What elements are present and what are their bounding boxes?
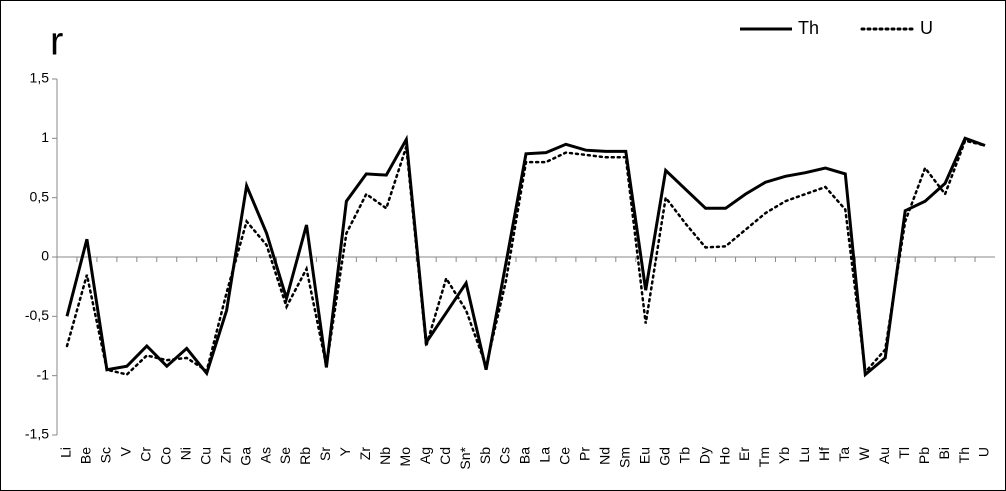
x-tick-label: Tm — [756, 447, 772, 467]
x-tick-label: Cs — [497, 447, 513, 464]
x-tick-label: Ag — [417, 447, 433, 464]
x-tick-label: Zr — [357, 447, 373, 461]
x-tick-label: Au — [876, 447, 892, 464]
y-tick-label: -0,5 — [25, 307, 49, 323]
x-tick-label: Ta — [836, 447, 852, 462]
x-tick-label: Sb — [477, 447, 493, 464]
y-tick-label: 0 — [41, 248, 49, 264]
x-tick-label: Zn — [217, 447, 233, 463]
y-tick-label: -1,5 — [25, 426, 49, 442]
x-tick-label: Yb — [776, 447, 792, 464]
y-tick-label: 0,5 — [30, 188, 50, 204]
x-tick-label: Tl — [896, 447, 912, 459]
line-series — [65, 134, 986, 378]
x-tick-label: Th — [956, 447, 972, 463]
chart-title: r — [50, 20, 63, 64]
x-tick-label: Ga — [237, 447, 253, 466]
x-tick-label: Ho — [716, 447, 732, 465]
x-tick-label: Sc — [98, 447, 114, 463]
x-tick-label: Sn* — [457, 446, 473, 469]
x-tick-label: Cu — [197, 447, 213, 465]
x-tick-label: Dy — [696, 447, 712, 464]
x-tick-label: Y — [337, 446, 353, 456]
y-tick-label: -1 — [37, 366, 50, 382]
x-tick-label: W — [856, 446, 872, 460]
x-tick-label: Nb — [377, 447, 393, 465]
x-tick-label: Pr — [577, 447, 593, 461]
x-tick-label: Pb — [916, 447, 932, 464]
x-tick-label: Co — [157, 447, 173, 465]
x-tick-label: Cd — [437, 447, 453, 465]
legend-label: Th — [798, 18, 819, 38]
y-tick-label: 1,5 — [30, 70, 50, 86]
x-tick-label: Mo — [397, 447, 413, 467]
x-tick-label: U — [976, 447, 992, 457]
x-tick-label: Eu — [636, 447, 652, 464]
x-tick-label: Bi — [936, 447, 952, 459]
x-tick-label: Lu — [796, 447, 812, 463]
x-tick-label: Be — [78, 447, 94, 464]
x-tick-label: Cr — [138, 447, 154, 462]
x-tick-label: Li — [58, 447, 74, 458]
x-tick-label: Nd — [597, 447, 613, 465]
x-tick-label: Rb — [297, 447, 313, 465]
x-tick-label: Se — [277, 447, 293, 464]
x-tick-label: Ba — [517, 447, 533, 464]
x-tick-label: Hf — [816, 447, 832, 461]
x-tick-label: Sm — [616, 447, 632, 468]
x-tick-label: Ce — [557, 447, 573, 465]
x-tick-label: Sr — [317, 447, 333, 461]
line-series — [65, 139, 987, 376]
x-tick-label: Gd — [656, 447, 672, 466]
x-tick-label: Tb — [676, 447, 692, 464]
y-tick-label: 1 — [41, 129, 49, 145]
x-tick-label: Ni — [177, 447, 193, 460]
legend-label: U — [920, 18, 933, 38]
x-tick-label: V — [118, 446, 134, 456]
x-tick-label: Er — [736, 447, 752, 461]
x-tick-label: As — [257, 447, 273, 463]
x-tick-label: La — [537, 447, 553, 463]
